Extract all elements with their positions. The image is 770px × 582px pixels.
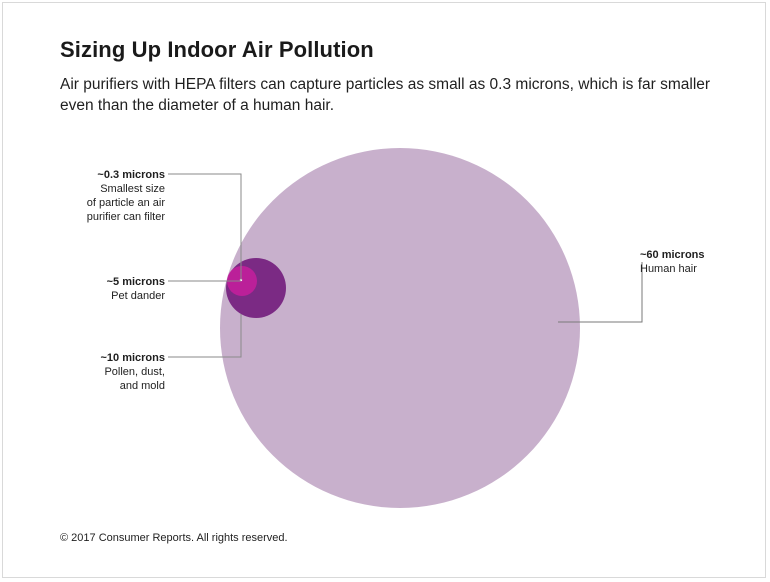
label-desc-pollen: and mold bbox=[120, 380, 165, 392]
label-pollen: ~10 microns Pollen, dust, and mold bbox=[100, 352, 165, 392]
label-desc-hair: Human hair bbox=[640, 263, 697, 275]
label-value-hepa: ~0.3 microns bbox=[97, 169, 165, 181]
label-desc-hepa: purifier can filter bbox=[87, 211, 166, 223]
label-desc-hepa: Smallest size bbox=[100, 183, 165, 195]
leader-lines bbox=[168, 173, 643, 358]
label-desc-pollen: Pollen, dust, bbox=[104, 366, 165, 378]
label-value-pollen: ~10 microns bbox=[100, 352, 165, 364]
chart-title: Sizing Up Indoor Air Pollution bbox=[60, 37, 374, 62]
label-dander: ~5 microns Pet dander bbox=[107, 276, 166, 302]
circle-labels: ~0.3 microns Smallest size of particle an … bbox=[87, 169, 705, 392]
label-hepa: ~0.3 microns Smallest size of particle an … bbox=[87, 169, 166, 223]
label-value-dander: ~5 microns bbox=[107, 276, 165, 288]
circle-hair bbox=[220, 148, 580, 508]
chart-subtitle: Air purifiers with HEPA filters can capt… bbox=[60, 76, 711, 114]
copyright-credit: © 2017 Consumer Reports. All rights rese… bbox=[60, 532, 288, 544]
leader-line-hair bbox=[558, 262, 643, 323]
circle-dander bbox=[227, 266, 257, 296]
label-hair: ~60 microns Human hair bbox=[640, 249, 705, 275]
label-desc-dander: Pet dander bbox=[111, 290, 165, 302]
label-value-hair: ~60 microns bbox=[640, 249, 705, 261]
label-desc-hepa: of particle an air bbox=[87, 197, 166, 209]
leader-line-hepa bbox=[168, 173, 242, 280]
size-circles bbox=[220, 148, 580, 508]
leader-line-pollen bbox=[168, 314, 242, 358]
